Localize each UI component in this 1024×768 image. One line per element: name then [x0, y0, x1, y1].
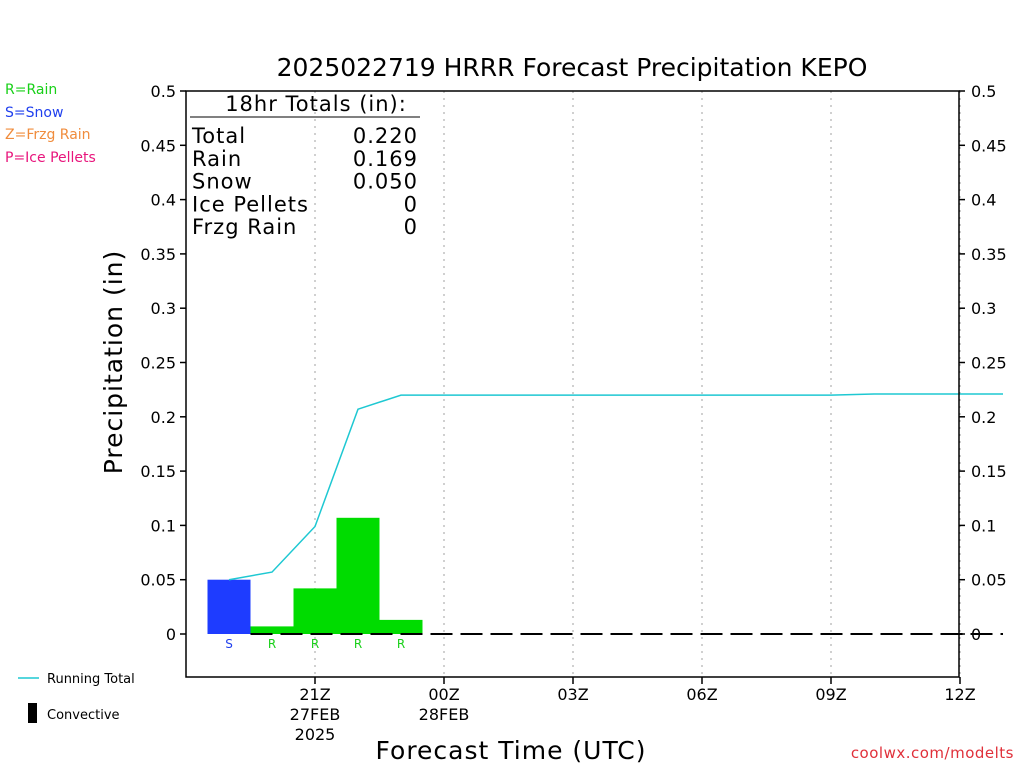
- totals-row-value: 0.169: [353, 147, 418, 171]
- y-axis-label: Precipitation (in): [99, 250, 128, 475]
- y-tick-label-right: 0.15: [971, 462, 1007, 481]
- y-tick-label-right: 0.3: [971, 299, 996, 318]
- x-tick-label: 2025: [295, 725, 336, 744]
- y-tick-label-left: 0.4: [151, 191, 176, 210]
- x-tick-label: 00Z: [428, 685, 459, 704]
- precip-type-label: R: [397, 637, 405, 651]
- y-tick-label-right: 0.1: [971, 516, 996, 535]
- y-tick-label-left: 0.35: [140, 245, 176, 264]
- precip-type-label: R: [311, 637, 319, 651]
- precip-bar: [250, 626, 294, 634]
- totals-box: 18hr Totals (in): Total 0.220 Rain 0.169 Snow…: [190, 92, 420, 239]
- totals-row-value: 0.050: [353, 170, 418, 194]
- totals-row-label: Frzg Rain: [192, 215, 297, 239]
- precip-type-legend-item: R=Rain: [5, 82, 58, 98]
- chart-title: 2025022719 HRRR Forecast Precipitation K…: [277, 53, 868, 82]
- totals-row-label: Snow: [192, 170, 253, 194]
- y-tick-label-left: 0.25: [140, 354, 176, 373]
- precip-bar: [336, 517, 380, 634]
- totals-row-value: 0: [404, 215, 418, 239]
- y-axis-ticks: 0.5 0.5 0.45 0.45 0.4 0.4 0.35 0.35 0.3 0.3 0.25 0.…: [140, 82, 1006, 644]
- y-tick-label-right: 0: [971, 625, 981, 644]
- y-tick-label-left: 0.2: [151, 408, 176, 427]
- totals-row-label: Rain: [192, 147, 242, 171]
- totals-row-value: 0.220: [353, 124, 418, 148]
- totals-header: 18hr Totals (in):: [225, 92, 407, 116]
- y-tick-label-right: 0.2: [971, 408, 996, 427]
- x-tick-label: 03Z: [557, 685, 588, 704]
- running-total-legend-label: Running Total: [47, 672, 135, 687]
- y-tick-label-right: 0.05: [971, 571, 1007, 590]
- convective-legend-label: Convective: [47, 708, 120, 723]
- running-total-line: [228, 393, 1003, 581]
- convective-swatch: [28, 703, 37, 723]
- y-tick-label-right: 0.5: [971, 82, 996, 101]
- x-tick-label: 21Z: [299, 685, 330, 704]
- precip-bar: [207, 579, 251, 634]
- y-tick-label-left: 0.45: [140, 136, 176, 155]
- x-tick-label: 27FEB: [290, 705, 341, 724]
- totals-row-label: Total: [191, 124, 246, 148]
- precip-bar: [379, 619, 423, 634]
- y-tick-label-left: 0.1: [151, 516, 176, 535]
- x-axis-label: Forecast Time (UTC): [376, 736, 647, 765]
- precip-type-legend-item: P=Ice Pellets: [5, 149, 96, 166]
- y-tick-label-left: 0.5: [151, 82, 176, 101]
- y-tick-label-right: 0.35: [971, 245, 1007, 264]
- bar-series: [207, 517, 423, 634]
- x-tick-label: 28FEB: [419, 705, 470, 724]
- y-tick-label-right: 0.4: [971, 191, 996, 210]
- totals-row-label: Ice Pellets: [192, 192, 309, 216]
- totals-row-value: 0: [404, 192, 418, 216]
- precip-type-label: R: [354, 637, 362, 651]
- series-legend: Running Total Convective: [18, 672, 135, 723]
- precip-type-label: S: [225, 637, 233, 651]
- x-tick-label: 06Z: [686, 685, 717, 704]
- precip-type-legend-item: S=Snow: [5, 104, 64, 121]
- y-tick-label-left: 0.3: [151, 299, 176, 318]
- x-tick-label: 09Z: [815, 685, 846, 704]
- x-tick-label: 12Z: [944, 685, 975, 704]
- y-tick-label-right: 0.45: [971, 136, 1007, 155]
- credit-text: coolwx.com/modelts: [850, 744, 1014, 762]
- precip-bar: [293, 588, 337, 634]
- precip-type-legend-item: Z=Frzg Rain: [5, 127, 91, 143]
- y-tick-label-left: 0.05: [140, 571, 176, 590]
- y-tick-label-left: 0: [166, 625, 176, 644]
- y-tick-label-left: 0.15: [140, 462, 176, 481]
- y-tick-label-right: 0.25: [971, 354, 1007, 373]
- precip-type-label: R: [268, 637, 276, 651]
